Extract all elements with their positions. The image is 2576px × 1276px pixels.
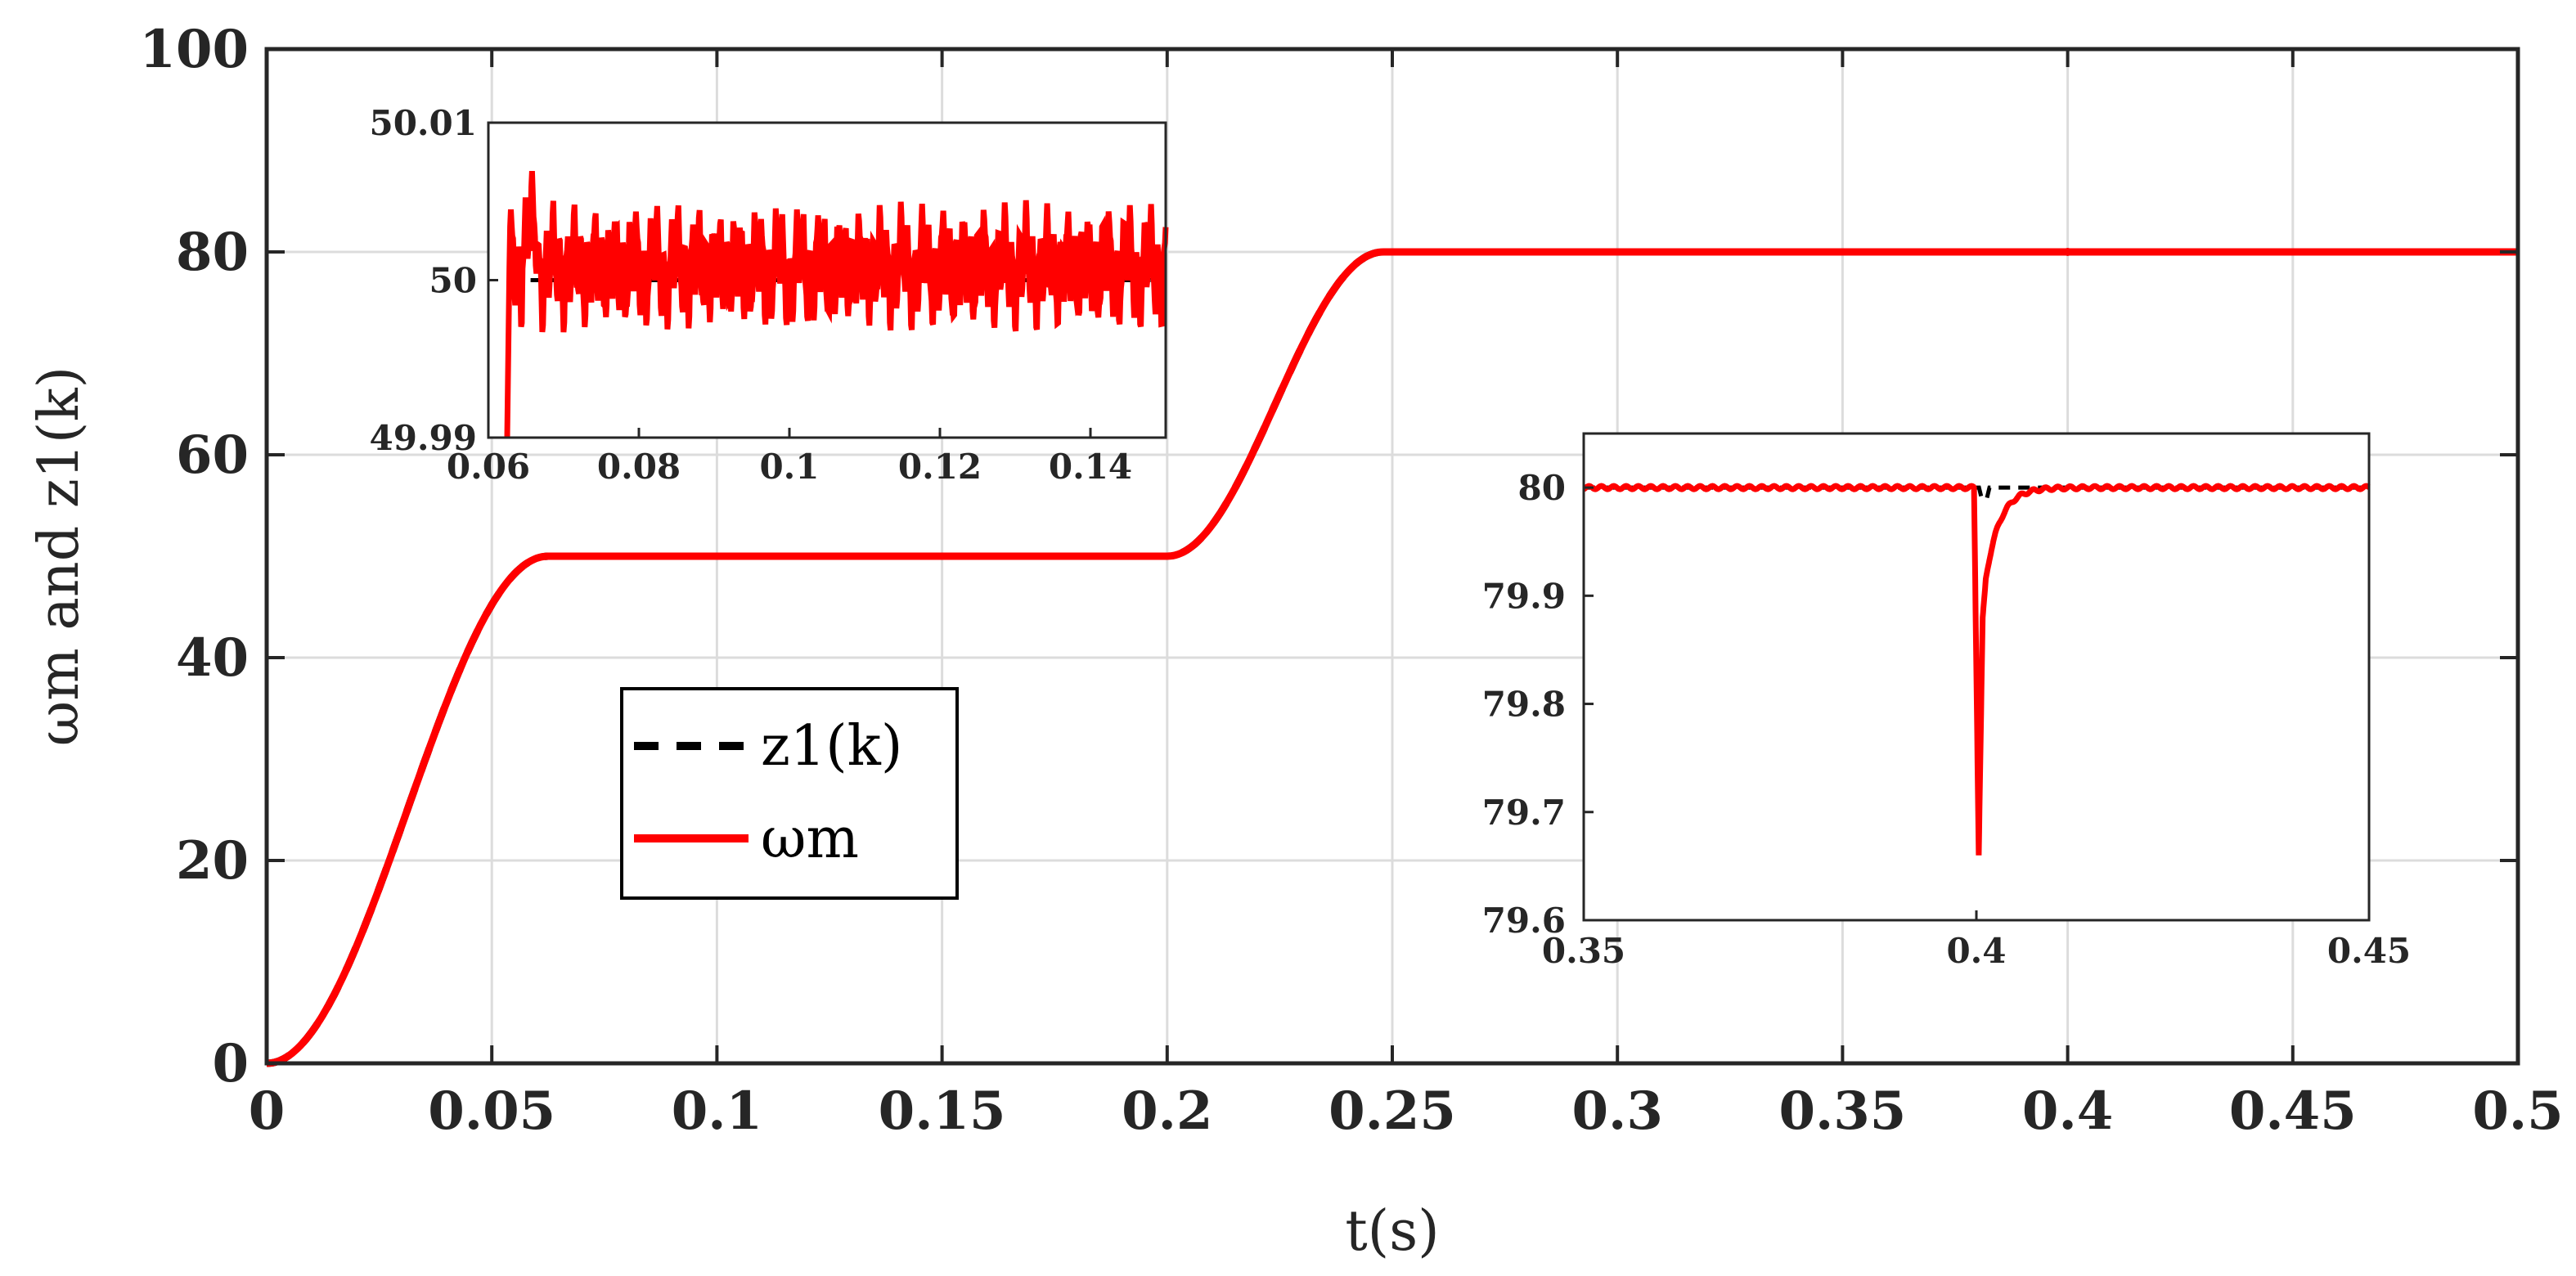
inset2-y-tick-label: 79.6 bbox=[1482, 901, 1566, 941]
x-tick-label: 0.1 bbox=[672, 1081, 762, 1142]
x-axis-label: t(s) bbox=[1345, 1199, 1439, 1264]
y-axis-label: ωm and z1(k) bbox=[27, 366, 92, 746]
y-tick-label: 80 bbox=[176, 222, 249, 283]
x-tick-label: 0.35 bbox=[1778, 1081, 1906, 1142]
main-series-lines bbox=[266, 248, 2518, 1067]
x-tick-label: 0.45 bbox=[2229, 1081, 2357, 1142]
inset1-x-tick-label: 0.06 bbox=[447, 447, 530, 487]
inset-bottom-right-ticks: 0.35 0.4 0.45 79.6 79.7 79.8 79.9 80 bbox=[1482, 468, 2411, 971]
inset1-x-tick-label: 0.12 bbox=[898, 447, 982, 487]
legend-label-z1: z1(k) bbox=[761, 714, 902, 779]
inset2-y-tick-label: 80 bbox=[1518, 468, 1566, 508]
legend-label-omega: ωm bbox=[761, 806, 859, 871]
x-tick-label: 0.4 bbox=[2022, 1081, 2113, 1142]
inset-top-left: 0.06 0.08 0.1 0.12 0.14 49.99 50 50.01 bbox=[369, 103, 1169, 487]
inset1-x-tick-label: 0.1 bbox=[759, 447, 819, 487]
inset1-x-tick-label: 0.14 bbox=[1049, 447, 1132, 487]
y-tick-label: 60 bbox=[176, 425, 249, 486]
x-tick-label: 0.3 bbox=[1572, 1081, 1663, 1142]
main-x-ticks: 0 0.05 0.1 0.15 0.2 0.25 0.3 0.35 0.4 0.45 0.5 bbox=[249, 49, 2564, 1142]
main-y-ticks: 0 20 40 60 80 100 bbox=[139, 19, 2518, 1094]
inset1-series-omega bbox=[504, 170, 1169, 438]
x-tick-label: 0.2 bbox=[1122, 1081, 1212, 1142]
inset1-y-tick-label: 50.01 bbox=[369, 103, 477, 143]
series-line-omega bbox=[266, 248, 2518, 1067]
series-point-dip bbox=[2063, 248, 2072, 256]
inset-bottom-right-lines bbox=[1582, 483, 2371, 856]
y-tick-label: 20 bbox=[176, 830, 249, 892]
inset-top-left-ticks: 0.06 0.08 0.1 0.12 0.14 49.99 50 50.01 bbox=[369, 103, 1132, 487]
inset2-x-tick-label: 0.35 bbox=[1542, 931, 1625, 971]
inset1-y-tick-label: 50 bbox=[429, 261, 477, 301]
x-tick-label: 0 bbox=[249, 1081, 285, 1142]
y-tick-label: 100 bbox=[139, 19, 249, 80]
y-tick-label: 0 bbox=[212, 1033, 249, 1094]
legend: z1(k) ωm bbox=[620, 687, 959, 900]
x-tick-label: 0.05 bbox=[428, 1081, 555, 1142]
x-tick-label: 0.15 bbox=[879, 1081, 1006, 1142]
inset-bottom-right: 0.35 0.4 0.45 79.6 79.7 79.8 79.9 80 bbox=[1482, 432, 2411, 971]
x-tick-label: 0.5 bbox=[2472, 1081, 2563, 1142]
inset2-y-tick-label: 79.7 bbox=[1482, 793, 1566, 833]
inset2-x-tick-label: 0.4 bbox=[1946, 931, 2006, 971]
inset1-y-tick-label: 49.99 bbox=[369, 418, 477, 458]
inset2-y-tick-label: 79.8 bbox=[1482, 685, 1566, 725]
legend-box bbox=[620, 687, 959, 900]
inset2-series-omega bbox=[1582, 483, 2371, 856]
inset2-y-tick-label: 79.9 bbox=[1482, 576, 1566, 616]
y-tick-label: 40 bbox=[176, 627, 249, 689]
x-tick-label: 0.25 bbox=[1328, 1081, 1456, 1142]
inset1-x-tick-label: 0.08 bbox=[597, 447, 681, 487]
inset2-x-tick-label: 0.45 bbox=[2327, 931, 2411, 971]
inset-top-left-lines bbox=[504, 170, 1169, 438]
